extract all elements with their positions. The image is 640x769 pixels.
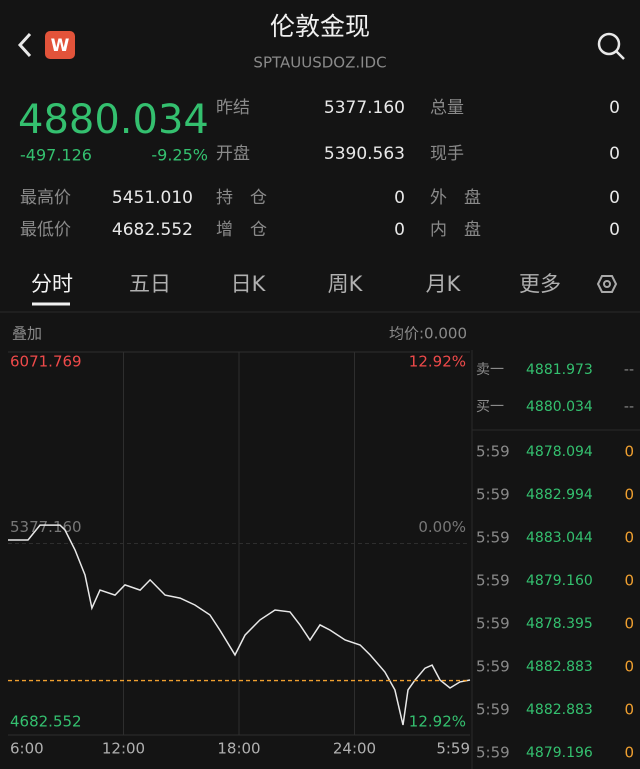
- dynamic-content: 昨结 5377.160 总量 0 开盘 5390.563 现手 0 最高价 5451.010 持 仓…: [8, 98, 634, 762]
- stat-label: 增 仓: [216, 220, 267, 240]
- trade-time: 5:59: [476, 744, 510, 762]
- order-volume: --: [624, 399, 634, 415]
- stat-label: 最低价: [20, 220, 71, 240]
- x-tick-label: 5:59: [436, 740, 470, 758]
- stat-value: 0: [609, 220, 620, 240]
- trade-price: 4879.160: [526, 573, 593, 589]
- y2-tick-label: 12.92%: [409, 713, 466, 731]
- subtitle: SPTAUUSDOZ.IDC: [253, 54, 386, 72]
- back-button[interactable]: [17, 32, 32, 58]
- x-tick-label: 6:00: [10, 740, 44, 758]
- title: 伦敦金现: [270, 12, 370, 41]
- trade-time: 5:59: [476, 701, 510, 719]
- overlay-button[interactable]: 叠加: [12, 325, 42, 343]
- price-change-pct: -9.25%: [151, 146, 208, 165]
- stat-label: 现手: [430, 144, 464, 164]
- avg-price: 均价:0.000: [389, 325, 467, 343]
- tab[interactable]: 日K: [231, 272, 267, 296]
- y-tick-label: 6071.769: [10, 353, 82, 371]
- stat-label: 持 仓: [216, 188, 267, 208]
- tab[interactable]: 更多: [519, 272, 561, 296]
- x-tick-label: 12:00: [102, 740, 145, 758]
- trade-volume: 0: [624, 486, 634, 504]
- stat-label: 最高价: [20, 188, 71, 208]
- tab[interactable]: 周K: [328, 272, 364, 296]
- app-icon-label: W: [51, 36, 70, 56]
- settings-icon: [596, 275, 618, 293]
- trade-price: 4878.395: [526, 616, 593, 632]
- trade-time: 5:59: [476, 486, 510, 504]
- trade-volume: 0: [624, 615, 634, 633]
- stat-label: 内 盘: [430, 220, 481, 240]
- trade-price: 4878.094: [526, 444, 593, 460]
- trade-price: 4882.883: [526, 659, 593, 675]
- search-icon: [615, 50, 625, 60]
- trade-price: 4882.883: [526, 702, 593, 718]
- stat-label: 总量: [430, 98, 464, 118]
- trade-price: 4879.196: [526, 745, 593, 761]
- order-volume: --: [624, 362, 634, 378]
- price-change: -497.126: [20, 146, 92, 165]
- y2-tick-label: 12.92%: [409, 353, 466, 371]
- trade-volume: 0: [624, 744, 634, 762]
- stat-value: 0: [609, 98, 620, 118]
- tab[interactable]: 月K: [426, 272, 462, 296]
- y-tick-label: 4682.552: [10, 713, 82, 731]
- search-icon: [597, 32, 621, 56]
- trade-time: 5:59: [476, 658, 510, 676]
- settings-button[interactable]: [596, 275, 618, 293]
- trade-time: 5:59: [476, 443, 510, 461]
- stat-value: 5451.010: [112, 188, 193, 208]
- trade-time: 5:59: [476, 572, 510, 590]
- y-tick-label: 5377.160: [10, 518, 82, 536]
- trade-time: 5:59: [476, 529, 510, 547]
- search-button[interactable]: [597, 32, 625, 60]
- stat-value: 0: [394, 188, 405, 208]
- tab[interactable]: 五日: [129, 272, 171, 296]
- trade-volume: 0: [624, 658, 634, 676]
- stat-label: 开盘: [216, 144, 250, 164]
- price-line: [8, 524, 471, 726]
- trade-volume: 0: [624, 529, 634, 547]
- stat-label: 昨结: [216, 98, 250, 118]
- trade-volume: 0: [624, 701, 634, 719]
- trade-price: 4882.994: [526, 487, 593, 503]
- order-side: 买一: [476, 399, 504, 415]
- order-side: 卖一: [476, 362, 504, 378]
- stat-value: 0: [609, 188, 620, 208]
- order-price: 4880.034: [526, 399, 593, 415]
- settings-icon: [603, 280, 611, 288]
- order-price: 4881.973: [526, 362, 593, 378]
- trade-time: 5:59: [476, 615, 510, 633]
- x-tick-label: 24:00: [333, 740, 376, 758]
- stat-value: 5377.160: [324, 98, 405, 118]
- y2-tick-label: 0.00%: [418, 518, 466, 536]
- stat-value: 0: [394, 220, 405, 240]
- app-icon[interactable]: [45, 31, 75, 59]
- stat-value: 0: [609, 144, 620, 164]
- trade-price: 4883.044: [526, 530, 593, 546]
- stat-label: 外 盘: [430, 188, 481, 208]
- stat-value: 4682.552: [112, 220, 193, 240]
- trade-volume: 0: [624, 443, 634, 461]
- trade-volume: 0: [624, 572, 634, 590]
- last-price: 4880.034: [18, 97, 209, 143]
- x-tick-label: 18:00: [217, 740, 260, 758]
- tab[interactable]: 分时: [31, 272, 73, 296]
- stat-value: 5390.563: [324, 144, 405, 164]
